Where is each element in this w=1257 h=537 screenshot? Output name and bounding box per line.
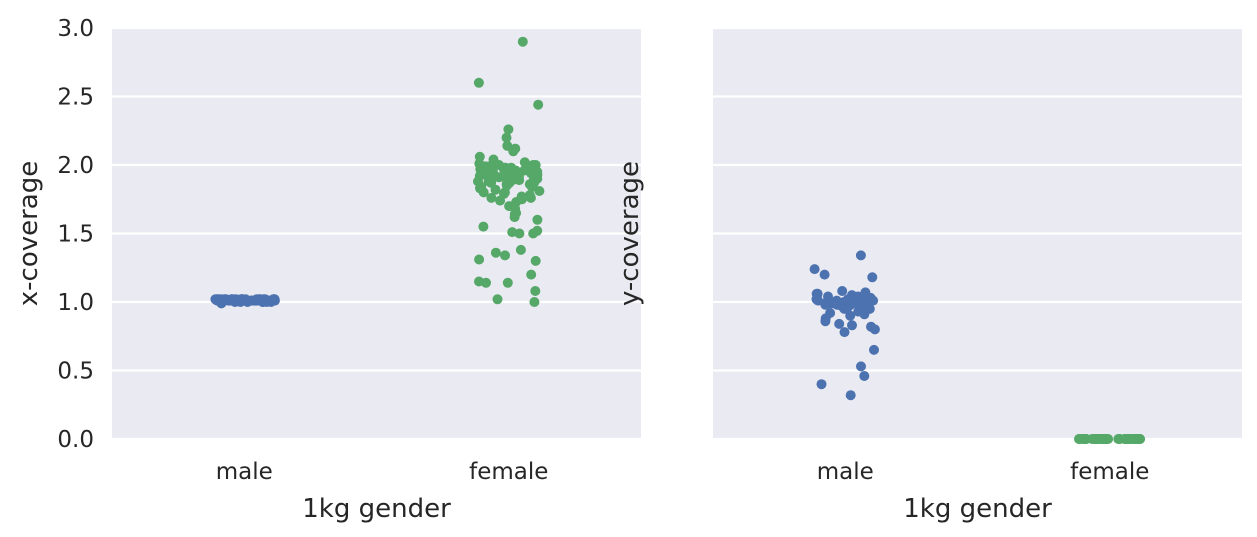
y-axis-label: y-coverage <box>615 161 645 306</box>
x-axis-label: 1kg gender <box>302 494 451 524</box>
strip-point-female <box>526 269 537 280</box>
strip-point-male <box>245 295 256 306</box>
strip-point-male <box>834 318 845 329</box>
strip-point-female <box>502 277 513 288</box>
strip-point-male <box>869 324 880 335</box>
strip-point-female <box>503 124 514 135</box>
strip-point-male <box>869 344 879 355</box>
strip-point-male <box>816 379 827 390</box>
y-axis-label: x-coverage <box>14 161 44 306</box>
strip-point-female <box>532 214 543 225</box>
strip-point-female <box>525 192 536 203</box>
strip-point-male <box>210 294 221 305</box>
strip-point-female <box>500 250 510 261</box>
strip-point-female <box>474 254 485 265</box>
strip-point-female <box>492 294 503 305</box>
strip-point-female <box>529 297 540 307</box>
y-tick-label: 3.0 <box>57 16 94 42</box>
strip-point-female <box>514 228 525 239</box>
strip-point-female <box>1135 434 1145 444</box>
strip-point-female <box>1090 434 1101 444</box>
strip-point-female <box>1122 434 1133 444</box>
strip-point-female <box>501 132 512 143</box>
strip-point-female <box>484 161 495 172</box>
y-tick-label: 1.5 <box>57 222 94 248</box>
strip-point-female <box>530 286 541 296</box>
strip-point-female <box>481 277 491 288</box>
strip-point-female <box>495 195 506 206</box>
strip-point-female <box>527 181 537 192</box>
x-tick-label-male: male <box>817 459 874 485</box>
strip-point-male <box>809 264 820 275</box>
strip-point-male <box>225 295 236 306</box>
strip-point-male <box>863 301 874 312</box>
x-axis-label: 1kg gender <box>903 494 1052 524</box>
y-tick-label: 2.5 <box>57 85 94 111</box>
strip-point-female <box>517 36 528 47</box>
strip-point-male <box>859 371 870 381</box>
strip-point-male <box>867 272 878 283</box>
y-tick-label: 2.0 <box>57 153 94 179</box>
strip-point-female <box>486 177 497 188</box>
strip-point-male <box>235 297 246 307</box>
strip-point-female <box>473 77 484 88</box>
strip-point-male <box>268 294 279 305</box>
y-tick-label: 1.0 <box>57 290 94 316</box>
y-tick-label: 0.5 <box>57 359 94 385</box>
strip-point-female <box>530 255 541 266</box>
strip-point-female <box>507 175 518 186</box>
chart-panel-y-coverage: male female 1kg gender y-coverage <box>615 26 1242 524</box>
strip-point-female <box>509 212 520 223</box>
strip-point-male <box>820 298 831 309</box>
strip-point-female <box>1099 434 1110 444</box>
strip-point-female <box>475 164 486 175</box>
x-tick-label-female: female <box>469 459 548 485</box>
strip-point-female <box>494 172 504 183</box>
strip-point-male <box>850 292 861 303</box>
strip-point-male <box>820 316 831 327</box>
strip-point-male <box>859 309 870 320</box>
strip-point-male <box>819 269 830 280</box>
strip-point-male <box>837 286 848 296</box>
strip-point-female <box>1081 434 1092 444</box>
strip-point-female <box>529 166 540 177</box>
strip-point-female <box>478 187 489 198</box>
strip-point-male <box>839 327 850 338</box>
x-tick-label-male: male <box>216 459 273 485</box>
y-tick-label: 0.0 <box>57 427 94 453</box>
strip-point-male <box>855 250 866 261</box>
strip-point-female <box>478 221 489 232</box>
strip-point-male <box>845 310 856 321</box>
strip-point-male <box>839 303 850 314</box>
strip-point-female <box>1113 434 1124 444</box>
strip-point-female <box>508 146 519 157</box>
strip-point-male <box>861 291 872 302</box>
strip-point-female <box>534 186 545 196</box>
strip-point-female <box>510 165 521 176</box>
strip-point-female <box>533 99 544 110</box>
x-tick-label-female: female <box>1070 459 1149 485</box>
strip-point-female <box>528 228 539 239</box>
chart-panel-x-coverage: 0.0 0.5 1.0 1.5 2.0 2.5 3.0 male female 1kg gende… <box>14 16 641 524</box>
strip-point-female <box>490 247 501 258</box>
strip-point-female <box>515 244 526 255</box>
strip-point-male <box>847 320 857 331</box>
strip-point-male <box>856 361 866 372</box>
strip-point-female <box>486 192 497 203</box>
strip-point-male <box>845 390 856 401</box>
